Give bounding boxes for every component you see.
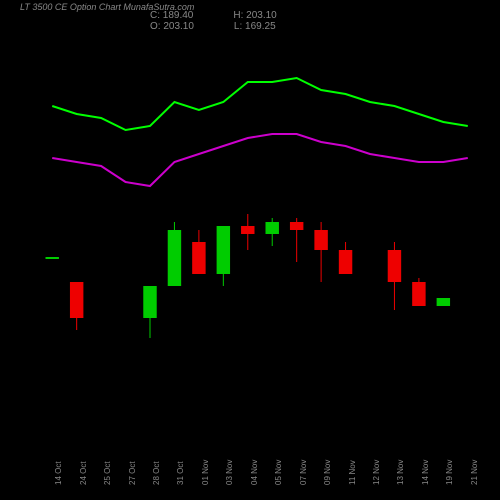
- x-tick-label: 04 Nov: [250, 460, 259, 485]
- ohlc-row-2: O: 203.10 L: 169.25: [150, 21, 277, 32]
- x-tick-label: 27 Oct: [128, 461, 137, 485]
- candle-body: [314, 230, 327, 250]
- candle-body: [192, 242, 205, 274]
- plot-svg: [40, 50, 480, 450]
- plot-area: [40, 50, 480, 450]
- x-tick-label: 14 Oct: [54, 461, 63, 485]
- overlay-line: [52, 78, 468, 130]
- x-tick-label: 19 Nov: [445, 460, 454, 485]
- candle-body: [266, 222, 279, 234]
- candle-body: [241, 226, 254, 234]
- x-tick-label: 24 Oct: [79, 461, 88, 485]
- x-tick-label: 03 Nov: [225, 460, 234, 485]
- x-tick-label: 05 Nov: [274, 460, 283, 485]
- candle-body: [290, 222, 303, 230]
- x-tick-label: 14 Nov: [421, 460, 430, 485]
- x-tick-label: 25 Oct: [103, 461, 112, 485]
- candle-body: [143, 286, 156, 318]
- x-tick-label: 12 Nov: [372, 460, 381, 485]
- candle-body: [388, 250, 401, 282]
- x-tick-label: 07 Nov: [299, 460, 308, 485]
- ohlc-low: L: 169.25: [234, 21, 276, 32]
- x-tick-label: 01 Nov: [201, 460, 210, 485]
- ohlc-close: C: 189.40: [150, 10, 193, 21]
- chart-container: LT 3500 CE Option Chart MunafaSutra.com …: [0, 0, 500, 500]
- ohlc-high: H: 203.10: [233, 10, 276, 21]
- x-tick-label: 28 Oct: [152, 461, 161, 485]
- x-tick-label: 11 Nov: [348, 460, 357, 485]
- x-tick-label: 09 Nov: [323, 460, 332, 485]
- ohlc-block: C: 189.40 H: 203.10 O: 203.10 L: 169.25: [150, 10, 277, 32]
- candle-body: [217, 226, 230, 274]
- x-tick-label: 13 Nov: [396, 460, 405, 485]
- candle-body: [339, 250, 352, 274]
- x-tick-label: 31 Oct: [176, 461, 185, 485]
- candle-body: [168, 230, 181, 286]
- x-axis: 14 Oct 24 Oct 25 Oct 27 Oct 28 Oct 31 Oct 01 N…: [40, 450, 480, 500]
- candle-body: [46, 257, 59, 259]
- candle-body: [437, 298, 450, 306]
- ohlc-open: O: 203.10: [150, 21, 194, 32]
- ohlc-row-1: C: 189.40 H: 203.10: [150, 10, 277, 21]
- x-tick-label: 21 Nov: [470, 460, 479, 485]
- overlay-line: [52, 134, 468, 186]
- candle-body: [70, 282, 83, 318]
- candle-body: [412, 282, 425, 306]
